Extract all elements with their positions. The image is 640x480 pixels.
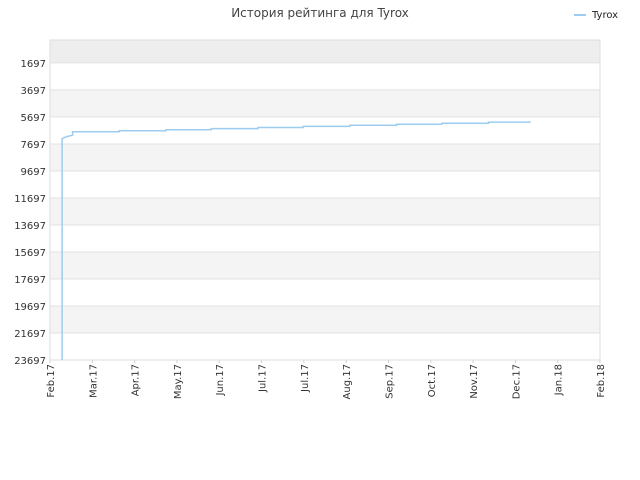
chart-title: История рейтинга для Tyrox xyxy=(231,6,409,20)
y-tick-label: 15697 xyxy=(14,248,46,259)
x-tick-label: May.17 xyxy=(173,364,184,399)
y-tick-label: 9697 xyxy=(21,167,46,178)
plot-band xyxy=(50,62,600,90)
series-line-tyrox xyxy=(61,121,531,360)
x-tick-label: Dec.17 xyxy=(511,364,522,399)
x-tick-label: Sep.17 xyxy=(384,364,395,399)
plot-band xyxy=(50,305,600,333)
x-tick-label: Feb.18 xyxy=(596,364,607,398)
x-axis-labels: Feb.17 Mar.17 Apr.17 May.17 Jun.17 Jul.17 Jul.… xyxy=(46,364,607,399)
plot-band xyxy=(50,40,600,63)
plot-frame xyxy=(49,39,601,361)
y-tick-label: 21697 xyxy=(14,329,46,340)
plot-band xyxy=(50,197,600,225)
x-tick-label: Jun.17 xyxy=(215,364,226,397)
plot-band xyxy=(50,170,600,198)
x-tick-label: Apr.17 xyxy=(131,364,142,396)
y-tick-label: 5697 xyxy=(21,113,46,124)
plot-band xyxy=(50,251,600,279)
legend: Tyrox xyxy=(574,8,618,22)
y-tick-label: 19697 xyxy=(14,302,46,313)
y-tick-label: 17697 xyxy=(14,275,46,286)
plot-band xyxy=(50,332,600,360)
y-axis-labels: 1697 3697 5697 7697 9697 11697 13697 15697 17697… xyxy=(14,59,46,367)
x-tick-label: Oct.17 xyxy=(427,364,438,397)
y-tick-label: 13697 xyxy=(14,221,46,232)
plot-band xyxy=(50,278,600,306)
plot-band xyxy=(50,143,600,171)
x-tick-label: Jan.18 xyxy=(554,364,565,396)
x-tick-label: Nov.17 xyxy=(469,364,480,399)
x-tick-label: Jul.17 xyxy=(258,364,269,393)
plot-band xyxy=(50,89,600,117)
x-tick-label: Feb.17 xyxy=(46,364,57,398)
y-tick-label: 23697 xyxy=(14,356,46,367)
x-tick-label: Aug.17 xyxy=(342,364,353,399)
plot-band xyxy=(50,224,600,252)
legend-label-tyrox[interactable]: Tyrox xyxy=(592,9,619,21)
y-tick-label: 1697 xyxy=(21,59,46,70)
x-tick-label: Mar.17 xyxy=(88,364,99,398)
y-tick-label: 11697 xyxy=(14,194,46,205)
y-tick-label: 7697 xyxy=(21,140,46,151)
legend-swatch-tyrox xyxy=(574,14,586,16)
y-tick-label: 3697 xyxy=(21,86,46,97)
plot-bands xyxy=(50,40,600,360)
x-tick-label: Jul.17 xyxy=(300,364,311,393)
